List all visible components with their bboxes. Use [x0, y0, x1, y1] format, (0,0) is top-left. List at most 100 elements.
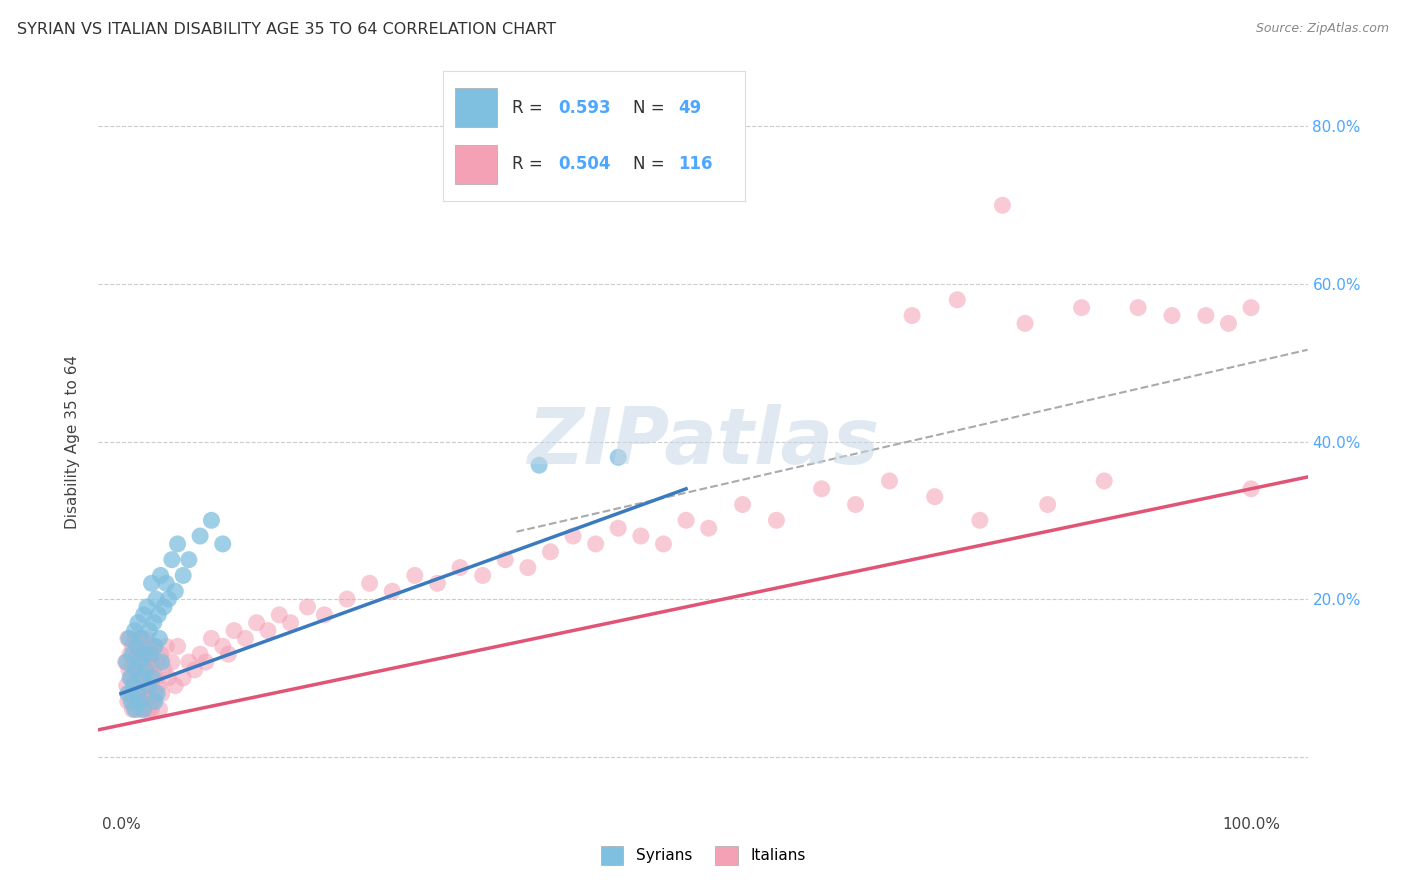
Point: [120, 687, 142, 701]
Point: [117, 632, 139, 646]
Point: [146, 655, 169, 669]
Point: [183, 663, 205, 677]
Text: 0.593: 0.593: [558, 99, 610, 117]
Text: SYRIAN VS ITALIAN DISABILITY AGE 35 TO 64 CORRELATION CHART: SYRIAN VS ITALIAN DISABILITY AGE 35 TO 6…: [17, 22, 555, 37]
Point: [630, 529, 652, 543]
Point: [585, 537, 607, 551]
Point: [136, 694, 159, 708]
Point: [697, 521, 720, 535]
Point: [143, 640, 166, 654]
Point: [153, 599, 176, 614]
Point: [141, 576, 163, 591]
Point: [148, 679, 170, 693]
Text: 0.504: 0.504: [558, 155, 610, 173]
Text: R =: R =: [512, 99, 548, 117]
Point: [172, 568, 194, 582]
Point: [150, 687, 173, 701]
Point: [177, 552, 200, 566]
Point: [138, 702, 160, 716]
Point: [136, 599, 159, 614]
Point: [675, 513, 697, 527]
Point: [233, 632, 256, 646]
Point: [146, 687, 169, 701]
Point: [149, 647, 172, 661]
Point: [148, 607, 170, 622]
FancyBboxPatch shape: [456, 145, 498, 184]
Point: [134, 702, 156, 716]
Point: [117, 694, 139, 708]
Point: [122, 655, 145, 669]
Point: [165, 679, 187, 693]
Point: [1036, 498, 1059, 512]
Point: [381, 584, 404, 599]
Point: [121, 702, 143, 716]
Point: [125, 663, 148, 677]
Point: [160, 655, 183, 669]
Point: [148, 632, 170, 646]
Point: [1126, 301, 1149, 315]
Point: [150, 655, 173, 669]
Point: [128, 702, 150, 716]
Point: [731, 498, 754, 512]
Point: [155, 640, 177, 654]
Point: [765, 513, 787, 527]
Point: [177, 655, 200, 669]
Point: [132, 694, 155, 708]
Point: [134, 655, 156, 669]
Point: [969, 513, 991, 527]
Point: [115, 655, 138, 669]
Point: [269, 607, 291, 622]
Point: [141, 679, 163, 693]
Point: [131, 663, 153, 677]
Point: [1240, 482, 1263, 496]
Point: [139, 671, 162, 685]
Point: [136, 647, 159, 661]
Point: [125, 640, 148, 654]
Point: [138, 640, 160, 654]
Point: [114, 655, 136, 669]
Point: [122, 694, 145, 708]
Point: [143, 640, 166, 654]
Point: [124, 632, 146, 646]
Point: [494, 552, 516, 566]
Point: [246, 615, 269, 630]
Point: [1092, 474, 1115, 488]
Point: [117, 687, 139, 701]
Point: [153, 663, 176, 677]
Point: [141, 702, 163, 716]
Point: [125, 702, 148, 716]
Point: [155, 576, 177, 591]
Point: [121, 647, 143, 661]
Point: [134, 647, 156, 661]
Point: [139, 655, 162, 669]
FancyBboxPatch shape: [456, 88, 498, 127]
Point: [607, 450, 630, 465]
Point: [924, 490, 946, 504]
Point: [138, 624, 160, 638]
Point: [142, 647, 165, 661]
Point: [527, 458, 550, 472]
Text: ZIPatlas: ZIPatlas: [527, 403, 879, 480]
Text: R =: R =: [512, 155, 548, 173]
Point: [142, 663, 165, 677]
Point: [120, 647, 142, 661]
Point: [449, 560, 471, 574]
Point: [115, 679, 138, 693]
Point: [136, 687, 159, 701]
Text: Source: ZipAtlas.com: Source: ZipAtlas.com: [1256, 22, 1389, 36]
Point: [129, 679, 152, 693]
Point: [128, 655, 150, 669]
Point: [143, 694, 166, 708]
Point: [124, 679, 146, 693]
Point: [120, 694, 142, 708]
Point: [127, 687, 149, 701]
Point: [120, 671, 142, 685]
Point: [136, 663, 159, 677]
Point: [901, 309, 924, 323]
Point: [297, 599, 319, 614]
Point: [188, 529, 211, 543]
Point: [1195, 309, 1218, 323]
Point: [132, 640, 155, 654]
Point: [359, 576, 381, 591]
Point: [211, 640, 233, 654]
